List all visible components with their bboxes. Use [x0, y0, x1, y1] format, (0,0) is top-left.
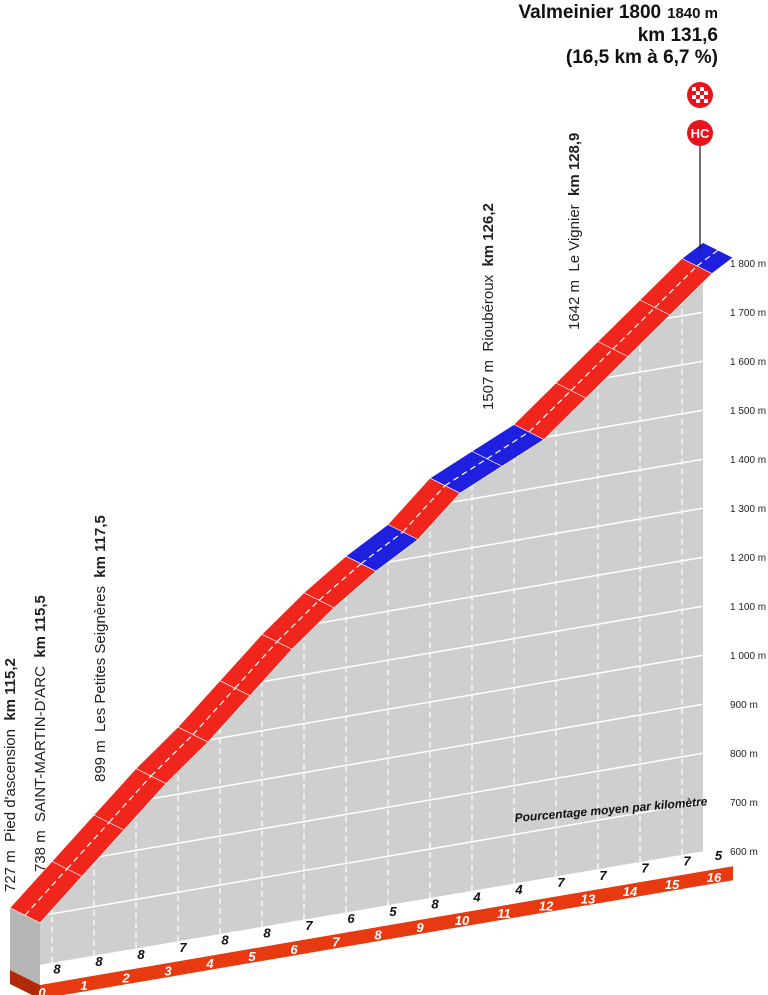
gradient-label: 4 [514, 882, 523, 897]
y-tick-label: 600 m [730, 847, 758, 858]
waypoint-elev: 727 m [2, 850, 19, 892]
gradient-label: 8 [221, 933, 229, 948]
y-tick-label: 800 m [730, 749, 758, 760]
profile-centerline [402, 485, 446, 533]
waypoint-km: km 126,2 [480, 203, 497, 267]
hc-category-label: HC [691, 126, 710, 141]
profile-centerline [66, 822, 110, 870]
gradient-label: 8 [95, 954, 103, 969]
x-tick-label: 7 [332, 935, 340, 950]
x-tick-label: 2 [121, 971, 130, 986]
y-tick-label: 1 200 m [730, 553, 766, 564]
x-tick-label: 13 [581, 891, 596, 906]
distance-axis-band-end [10, 970, 40, 995]
gradient-label: 8 [431, 897, 439, 912]
gradient-label: 7 [179, 940, 187, 955]
profile-centerline [360, 531, 404, 565]
profile-centerline [192, 687, 236, 735]
waypoint-label: 738 m SAINT-MARTIN-D'ARC km 115,5 [32, 595, 49, 872]
gradient-label: 7 [599, 868, 607, 883]
x-tick-label: 4 [205, 956, 214, 971]
summit-name: Valmeinier 1800 [518, 2, 662, 23]
y-tick-label: 700 m [730, 798, 758, 809]
gradient-label: 5 [715, 848, 723, 863]
waypoint-name: Le Vignier [566, 204, 583, 272]
checkered-square [704, 99, 708, 103]
x-tick-label: 11 [497, 906, 511, 921]
waypoint-name: SAINT-MARTIN-D'ARC [32, 666, 49, 822]
gradient-label: 8 [263, 925, 271, 940]
profile-centerline [234, 641, 278, 689]
waypoint-km: km 115,2 [2, 658, 19, 721]
x-tick-label: 6 [290, 942, 298, 957]
climb-summary: (16,5 km à 6,7 %) [565, 47, 718, 68]
y-tick-label: 1 000 m [730, 651, 766, 662]
y-tick-label: 1 800 m [730, 259, 766, 270]
gradient-label: 8 [137, 947, 145, 962]
checkered-square [696, 91, 700, 95]
x-tick-label: 12 [539, 899, 554, 914]
waypoint-elev: 738 m [32, 830, 49, 872]
y-tick-label: 1 500 m [730, 406, 766, 417]
checkered-square [700, 95, 704, 99]
checkered-square [692, 87, 696, 91]
waypoint-name: Rioubéroux [480, 274, 497, 352]
distance-axis-band [40, 866, 733, 995]
x-tick-label: 5 [248, 949, 256, 964]
grid-line-horizontal [10, 801, 703, 922]
x-tick-label: 9 [416, 920, 424, 935]
waypoint-elev: 1507 m [480, 359, 497, 410]
checkered-square [692, 95, 696, 99]
summit-title: Valmeinier 1800 1840 m km 131,6 (16,5 km … [519, 2, 718, 69]
waypoint-km: km 115,5 [32, 595, 49, 658]
gradient-label: 7 [683, 853, 691, 868]
x-tick-label: 1 [80, 978, 87, 993]
gradient-label: 7 [305, 918, 313, 933]
profile-centerline [444, 458, 488, 487]
gradient-label: 5 [389, 904, 397, 919]
x-tick-label: 15 [665, 877, 680, 892]
waypoint-name: Pied d'ascension [2, 729, 19, 842]
y-tick-label: 1 400 m [730, 455, 766, 466]
x-tick-label: 16 [707, 870, 722, 885]
waypoint-label: 899 m Les Petites Seignères km 117,5 [92, 515, 109, 782]
profile-centerline [24, 868, 68, 916]
waypoint-km: km 117,5 [92, 515, 109, 578]
profile-end-face [10, 907, 40, 985]
waypoint-label: 727 m Pied d'ascension km 115,2 [2, 658, 19, 892]
gradient-label: 6 [347, 911, 355, 926]
profile-centerline [108, 775, 152, 823]
y-tick-label: 1 100 m [730, 602, 766, 613]
y-tick-label: 900 m [730, 700, 758, 711]
checkered-square [700, 87, 704, 91]
y-tick-label: 1 600 m [730, 357, 766, 368]
y-tick-label: 1 700 m [730, 308, 766, 319]
grid-line-horizontal [10, 752, 703, 873]
waypoint-label: 1507 m Rioubéroux km 126,2 [480, 203, 497, 410]
gradient-label: 7 [641, 861, 649, 876]
waypoint-elev: 899 m [92, 740, 109, 782]
hc-category-badge [687, 120, 713, 146]
y-tick-label: 1 300 m [730, 504, 766, 515]
gradient-label: 8 [53, 961, 61, 976]
waypoint-label: 1642 m Le Vignier km 128,9 [566, 133, 583, 330]
gradient-label: 7 [557, 875, 565, 890]
checkered-square [696, 99, 700, 103]
gradient-label: 4 [472, 889, 481, 904]
x-tick-label: 14 [623, 884, 638, 899]
checkered-square [704, 91, 708, 95]
x-tick-label: 8 [374, 927, 382, 942]
waypoint-elev: 1642 m [566, 279, 583, 330]
summit-elevation: 1840 m [667, 5, 718, 22]
x-tick-label: 0 [38, 985, 46, 995]
profile-centerline [696, 249, 719, 267]
waypoint-name: Les Petites Seignères [92, 586, 109, 732]
x-tick-label: 10 [455, 913, 470, 928]
summit-km: km 131,6 [637, 25, 718, 46]
x-tick-label: 3 [164, 963, 172, 978]
profile-centerline [486, 431, 530, 460]
waypoint-km: km 128,9 [566, 132, 583, 196]
